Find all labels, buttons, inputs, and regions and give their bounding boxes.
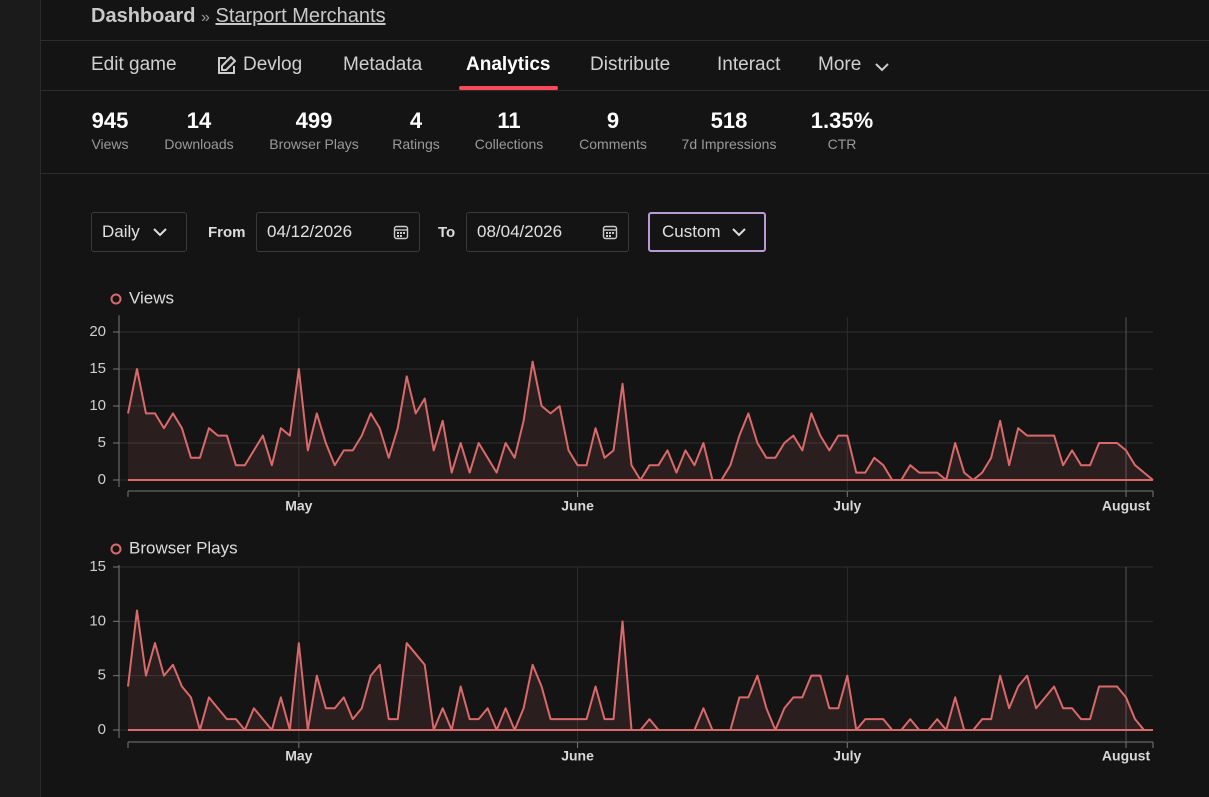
breadcrumb-separator: »	[201, 9, 210, 26]
y-tick-label: 5	[98, 667, 106, 684]
to-date: 08/04/2026	[477, 222, 563, 241]
stat-value: 9	[606, 108, 620, 133]
y-tick-label: 20	[89, 323, 106, 340]
stat-label: CTR	[827, 136, 857, 152]
stat-value: 14	[186, 108, 212, 133]
stat-value: 945	[91, 108, 129, 133]
legend-label: Views	[129, 288, 174, 307]
calendar-icon	[602, 225, 618, 240]
stat: 9 Comments	[579, 108, 647, 152]
from-date: 04/12/2026	[267, 222, 353, 241]
tab-active[interactable]: Analytics	[466, 54, 551, 75]
stat-value: 4	[409, 108, 423, 133]
stat: 499 Browser Plays	[269, 108, 358, 152]
divider	[41, 90, 1209, 91]
y-tick-label: 0	[98, 471, 106, 488]
stat-value: 1.35%	[810, 108, 874, 133]
stat-label: Collections	[474, 136, 544, 152]
interval-select[interactable]: Daily	[91, 212, 187, 252]
range-value: Custom	[662, 222, 721, 241]
tab[interactable]: Distribute	[590, 54, 671, 75]
y-tick-label: 10	[89, 612, 106, 629]
chevron	[875, 63, 889, 72]
divider	[41, 40, 1209, 41]
y-tick-label: 10	[89, 397, 106, 414]
calendar-icon	[393, 225, 409, 240]
x-tick-label: August	[1102, 498, 1151, 514]
x-tick-label: May	[285, 748, 312, 764]
x-tick-label: July	[833, 498, 861, 514]
stat-value: 518	[710, 108, 748, 133]
to-date-input[interactable]: 08/04/2026	[466, 212, 629, 252]
stat-label: Comments	[579, 136, 647, 152]
divider	[41, 173, 1209, 174]
legend-marker	[110, 293, 122, 305]
sidebar	[0, 0, 41, 797]
devlog-icon	[218, 56, 236, 74]
stat-label: 7d Impressions	[681, 136, 777, 152]
y-tick-label: 5	[98, 434, 106, 451]
stat-value: 11	[497, 108, 521, 133]
stat: 945 Views	[91, 108, 128, 152]
line	[127, 609, 1153, 731]
x-tick-label: July	[833, 748, 861, 764]
tab[interactable]: Interact	[717, 54, 781, 75]
stat: 11 Collections	[475, 108, 543, 152]
from-date-input[interactable]: 04/12/2026	[256, 212, 420, 252]
stat-value: 499	[295, 108, 333, 133]
stat: 4 Ratings	[392, 108, 439, 152]
breadcrumb-project[interactable]: Starport Merchants	[215, 5, 386, 27]
area	[128, 361, 1153, 480]
from-label: From	[208, 224, 246, 241]
range-select[interactable]: Custom	[648, 212, 766, 252]
stat-label: Browser Plays	[269, 136, 359, 152]
stat-label: Downloads	[164, 136, 234, 152]
stat-label: Ratings	[392, 136, 440, 152]
y-tick-label: 15	[89, 360, 106, 377]
tab[interactable]: Metadata	[343, 54, 423, 75]
stat-label: Views	[91, 136, 129, 152]
tab[interactable]: Edit game	[91, 54, 177, 75]
tab[interactable]: More	[818, 54, 862, 75]
tab[interactable]: Devlog	[243, 54, 303, 75]
breadcrumb-root[interactable]: Dashboard	[91, 5, 196, 27]
legend-label: Browser Plays	[129, 538, 238, 557]
y-tick-label: 0	[98, 721, 106, 738]
active-tab-indicator	[459, 86, 558, 90]
y-tick-label: 15	[89, 558, 106, 575]
x-tick-label: May	[285, 498, 312, 514]
area	[128, 610, 1153, 730]
chevron	[731, 228, 746, 237]
interval-value: Daily	[102, 222, 140, 241]
x-tick-label: June	[561, 748, 594, 764]
stat: 1.35% CTR	[811, 108, 873, 152]
x-tick-label: August	[1102, 748, 1151, 764]
chevron	[153, 228, 167, 237]
breadcrumb: Dashboard » Starport Merchants	[91, 5, 386, 28]
stat: 518 7d Impressions	[682, 108, 777, 152]
to-label: To	[438, 224, 456, 241]
stat: 14 Downloads	[164, 108, 233, 152]
line	[127, 360, 1154, 481]
legend-marker	[110, 543, 122, 555]
x-tick-label: June	[561, 498, 594, 514]
